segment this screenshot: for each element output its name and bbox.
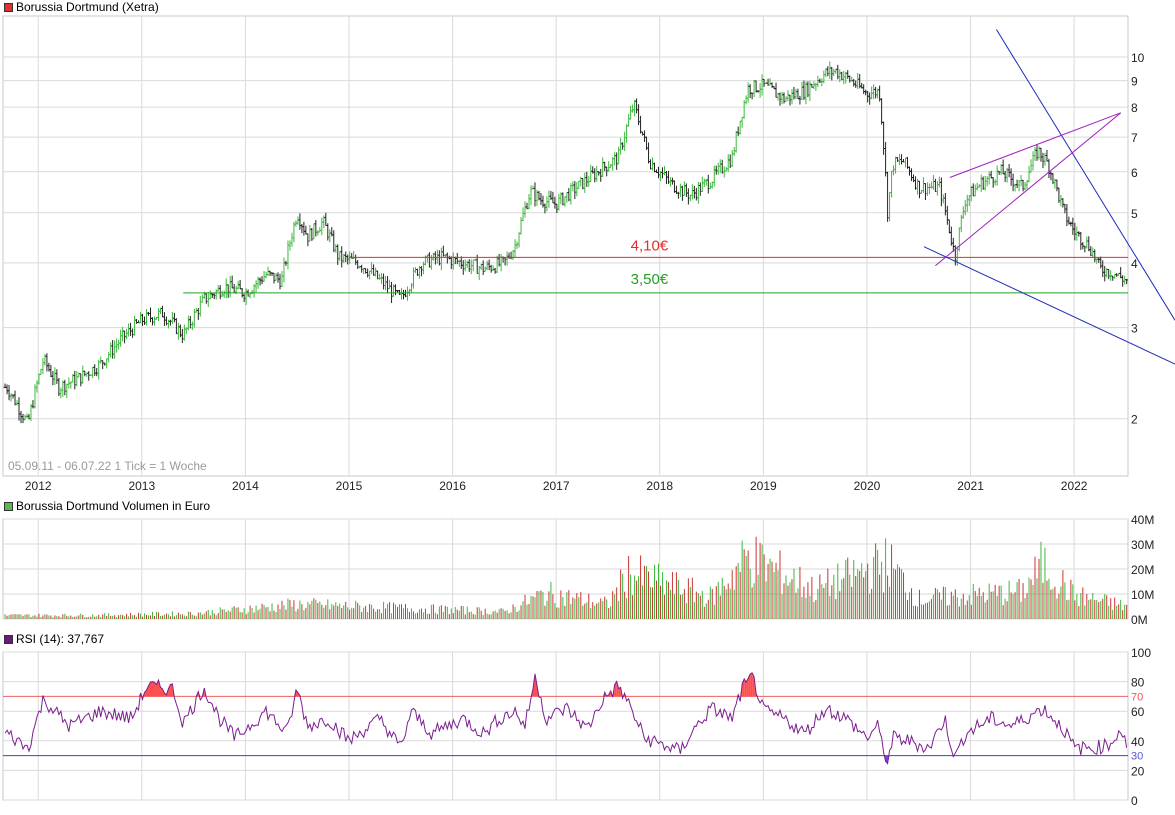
rsi-overbought-fill [748,674,751,697]
price-panel-title-text: Borussia Dortmund (Xetra) [16,0,159,14]
trendline-blue-upper [996,29,1175,321]
rsi-overbought-fill [616,681,619,697]
rsi-y-tick-100: 100 [1131,646,1151,660]
rsi-overbought-fill [614,681,617,697]
label-410: 4,10€ [631,237,669,254]
rsi-y-tick-40: 40 [1131,735,1145,749]
price-y-tick-8: 8 [1131,101,1138,115]
rsi-panel-title-text: RSI (14): 37,767 [16,632,105,646]
x-tick-label-2017: 2017 [543,479,570,493]
rsi-overbought-fill [168,684,171,697]
volume-panel-title-text: Borussia Dortmund Volumen in Euro [16,499,211,513]
trendline-blue-lower [923,246,1175,365]
trendline-purple-upper [949,112,1121,178]
rsi-panel-title: RSI (14): 37,767 [4,632,104,646]
rsi-overbought-fill [158,680,161,697]
price-panel-title: Borussia Dortmund (Xetra) [4,0,159,14]
rsi-y-tick-0: 0 [1131,794,1138,808]
rsi-overbought-fill [146,685,149,697]
date-range-footer: 05.09.11 - 06.07.22 1 Tick = 1 Woche [8,459,207,473]
rsi-plot-frame [2,651,1129,801]
rsi-y-tick-20: 20 [1131,764,1145,778]
volume-panel-title: Borussia Dortmund Volumen in Euro [4,499,210,513]
rsi-overbought-fill [744,678,747,697]
price-y-tick-6: 6 [1131,166,1138,180]
label-350: 3,50€ [631,271,669,288]
rsi-line [4,672,1128,765]
x-tick-label-2018: 2018 [646,479,673,493]
price-y-tick-9: 9 [1131,75,1138,89]
rsi-overbought-fill [618,687,621,697]
x-tick-label-2022: 2022 [1061,479,1088,493]
volume-y-tick-20M: 20M [1131,563,1154,577]
rsi-overbought-fill [150,681,153,697]
rsi-overbought-fill [144,690,147,697]
volume-y-tick-0M: 0M [1131,613,1148,627]
price-y-tick-7: 7 [1131,131,1138,145]
rsi-overbought-fill [752,672,755,697]
price-bars [3,61,1129,424]
price-plot-frame [2,15,1129,477]
x-tick-label-2013: 2013 [128,479,155,493]
x-tick-label-2019: 2019 [750,479,777,493]
rsi-overbought-fill [152,681,155,697]
trendline-purple-rising [935,112,1122,267]
price-y-tick-10: 10 [1131,51,1145,65]
rsi-y-tick-60: 60 [1131,705,1145,719]
rsi-fills [40,672,956,764]
price-y-tick-4: 4 [1131,257,1138,271]
rsi-overbought-fill [746,678,749,697]
x-tick-label-2012: 2012 [25,479,52,493]
rsi-overbought-fill [170,683,173,697]
x-tick-label-2015: 2015 [336,479,363,493]
rsi-overbought-fill [154,682,157,697]
x-tick-label-2016: 2016 [439,479,466,493]
rsi-overbought-fill [160,687,163,697]
price-y-tick-2: 2 [1131,413,1138,427]
x-tick-label-2020: 2020 [854,479,881,493]
volume-y-tick-30M: 30M [1131,538,1154,552]
rsi-legend-swatch [4,634,13,644]
volume-bars [4,536,1128,619]
rsi-y-tick-70: 70 [1131,691,1143,703]
rsi-overbought-fill [750,672,753,697]
x-tick-label-2021: 2021 [957,479,984,493]
x-tick-label-2014: 2014 [232,479,259,493]
rsi-y-tick-30: 30 [1131,751,1143,763]
rsi-overbought-fill [295,689,298,697]
price-y-tick-3: 3 [1131,322,1138,336]
rsi-y-tick-80: 80 [1131,676,1145,690]
price-y-tick-5: 5 [1131,207,1138,221]
volume-legend-swatch [4,501,13,511]
price-legend-swatch [4,2,13,12]
volume-y-tick-40M: 40M [1131,513,1154,527]
volume-y-tick-10M: 10M [1131,588,1154,602]
